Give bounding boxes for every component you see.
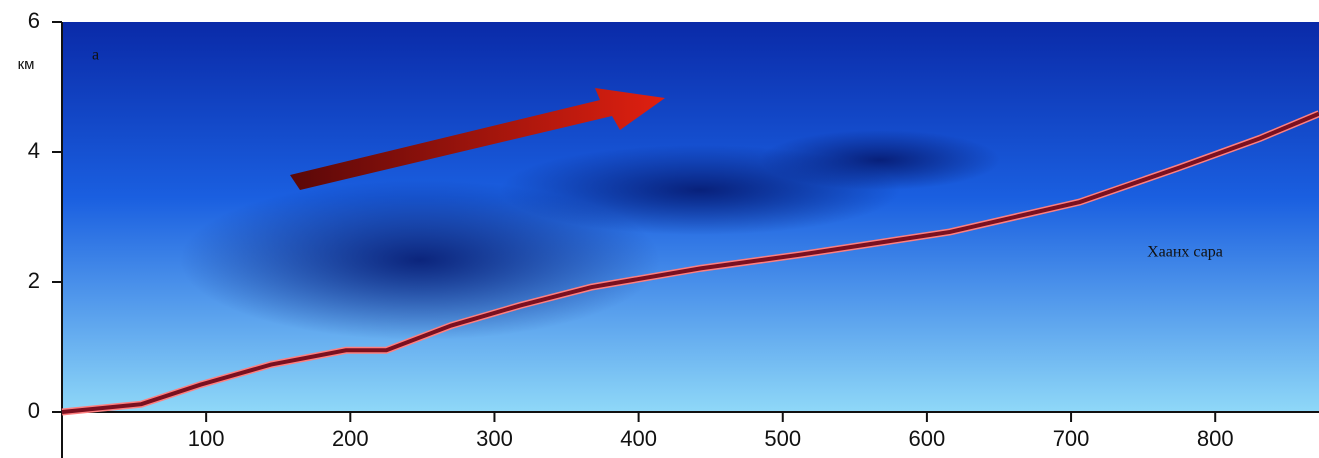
terrain-line — [61, 111, 1319, 414]
cloud — [760, 130, 1000, 190]
x-tick-label: 700 — [1053, 426, 1090, 451]
annotation: Хаанх сара — [1147, 244, 1223, 261]
y-tick-label: 6 — [28, 8, 40, 33]
x-tick-label: 800 — [1197, 426, 1234, 451]
y-tick-label: 2 — [28, 268, 40, 293]
wind-arrow — [290, 88, 665, 190]
y-axis-label: км — [18, 56, 35, 73]
x-tick-label: 400 — [620, 426, 657, 451]
y-tick-label: 0 — [28, 398, 40, 423]
x-tick-label: 600 — [909, 426, 946, 451]
x-tick-label: 300 — [476, 426, 513, 451]
x-tick-label: 100 — [188, 426, 225, 451]
annotation: а — [92, 47, 99, 64]
y-tick-label: 4 — [28, 138, 40, 163]
x-tick-label: 500 — [764, 426, 801, 451]
x-tick-label: 200 — [332, 426, 369, 451]
